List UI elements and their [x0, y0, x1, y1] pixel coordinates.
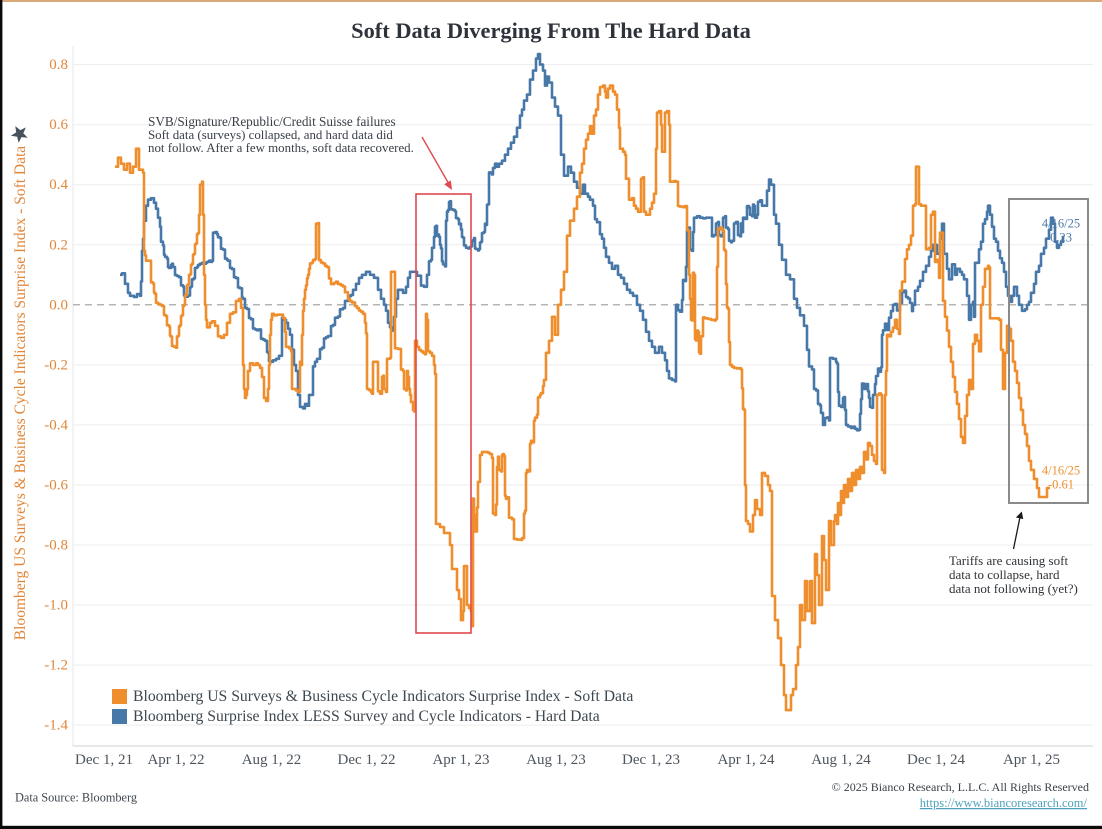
svg-text:Apr 1, 23: Apr 1, 23: [432, 752, 489, 768]
svg-text:-1.2: -1.2: [44, 658, 68, 674]
svg-text:Aug 1, 24: Aug 1, 24: [811, 752, 871, 768]
svg-text:Bloomberg Surprise Index LESS: Bloomberg Surprise Index LESS Survey and…: [133, 708, 600, 725]
svg-text:-0.4: -0.4: [44, 417, 68, 433]
svg-text:SVB/Signature/Republic/Credit: SVB/Signature/Republic/Credit Suisse fai…: [148, 114, 396, 129]
svg-text:© 2025 Bianco Research, L.L.C.: © 2025 Bianco Research, L.L.C. All Right…: [832, 780, 1089, 794]
svg-text:-0.8: -0.8: [44, 538, 68, 554]
svg-text:Bloomberg US Surveys & Busines: Bloomberg US Surveys & Business Cycle In…: [133, 688, 633, 705]
svg-text:Aug 1, 22: Aug 1, 22: [242, 752, 302, 768]
svg-text:Tariffs are causing soft: Tariffs are causing soft: [949, 553, 1068, 568]
svg-text:Apr 1, 25: Apr 1, 25: [1003, 752, 1060, 768]
svg-text:not follow. After a few months: not follow. After a few months, soft dat…: [148, 141, 414, 155]
svg-text:0.8: 0.8: [49, 57, 68, 73]
svg-text:Dec 1, 24: Dec 1, 24: [907, 752, 965, 768]
svg-text:Bloomberg US Surveys & Busines: Bloomberg US Surveys & Business Cycle In…: [12, 146, 29, 640]
svg-text:-1.0: -1.0: [44, 598, 68, 614]
svg-text:0.2: 0.2: [49, 237, 68, 253]
svg-text:4/16/25: 4/16/25: [1042, 464, 1080, 478]
svg-text:Apr 1, 22: Apr 1, 22: [147, 752, 204, 768]
svg-text:Dec 1, 23: Dec 1, 23: [622, 752, 680, 768]
svg-text:4/16/25: 4/16/25: [1042, 217, 1080, 231]
svg-text:Soft data (surveys) collapsed,: Soft data (surveys) collapsed, and hard …: [148, 128, 393, 142]
svg-text:0.6: 0.6: [49, 117, 68, 133]
svg-text:-1.4: -1.4: [44, 718, 68, 734]
svg-text:Aug 1, 23: Aug 1, 23: [526, 752, 586, 768]
svg-text:-0.6: -0.6: [44, 478, 68, 494]
svg-text:0.4: 0.4: [49, 177, 68, 193]
svg-text:data not following (yet?): data not following (yet?): [949, 581, 1078, 596]
svg-text:Apr 1, 24: Apr 1, 24: [717, 752, 775, 768]
svg-text:data to collapse, hard: data to collapse, hard: [949, 567, 1060, 582]
svg-text:-0.2: -0.2: [44, 357, 68, 373]
svg-text:Dec 1, 22: Dec 1, 22: [338, 752, 396, 768]
svg-text:0.0: 0.0: [49, 297, 68, 313]
svg-text:-0.61: -0.61: [1048, 478, 1074, 492]
svg-text:Dec 1, 21: Dec 1, 21: [75, 752, 133, 768]
svg-text:Soft Data Diverging From The H: Soft Data Diverging From The Hard Data: [351, 18, 751, 43]
svg-text:Data Source: Bloomberg: Data Source: Bloomberg: [15, 791, 137, 805]
svg-text:https://www.biancoresearch.com: https://www.biancoresearch.com/: [920, 796, 1088, 810]
svg-text:0.23: 0.23: [1050, 231, 1072, 245]
